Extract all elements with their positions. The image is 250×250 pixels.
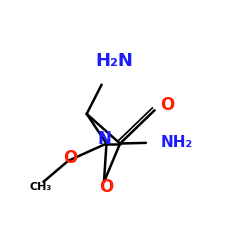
Text: O: O [64,149,78,168]
Text: O: O [160,96,174,114]
Text: H₂N: H₂N [95,52,133,70]
Text: N: N [97,130,111,148]
Text: NH₂: NH₂ [161,135,193,150]
Text: O: O [99,178,114,196]
Text: CH₃: CH₃ [30,182,52,192]
